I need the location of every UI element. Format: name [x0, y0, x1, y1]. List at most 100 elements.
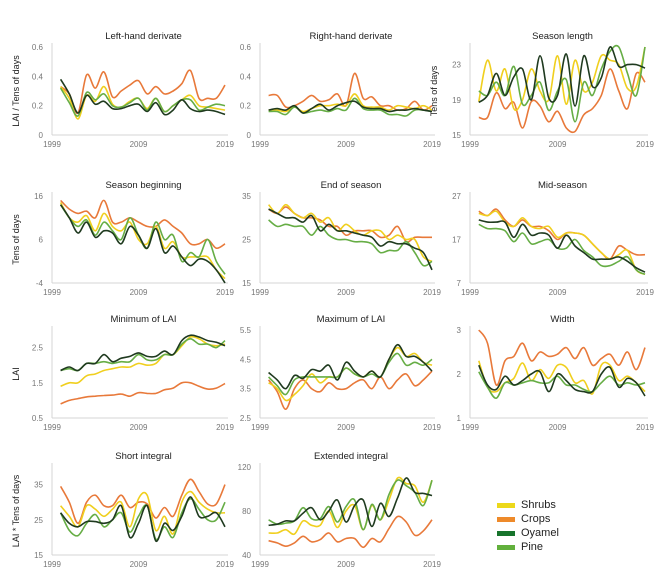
y-tick-label: 0.2 [32, 102, 44, 111]
x-tick-label: 1999 [43, 288, 61, 297]
x-tick-label: 2009 [130, 560, 148, 569]
x-tick-label: 1999 [251, 288, 269, 297]
x-tick-label: 2009 [549, 288, 567, 297]
legend-swatch [497, 516, 515, 522]
y-tick-label: 0.4 [32, 72, 44, 81]
chart-title: Width [550, 314, 574, 325]
x-tick-label: 2009 [549, 423, 567, 432]
chart-panel: Right-hand derivate 0 0.2 0.4 0.6 1999 2009 201… [240, 31, 442, 149]
legend-label: Shrubs [521, 499, 556, 511]
y-tick-label: 2.5 [240, 414, 252, 423]
series-line-oyamel [478, 219, 646, 273]
y-tick-label: 0.2 [240, 102, 252, 111]
chart-panel: Maximum of LAI 2.5 3.5 4.5 5.5 1999 2009 2019 [240, 314, 442, 432]
y-axis-label: LAI * Tens of days [11, 474, 21, 547]
y-axis-label: Tens of days [429, 65, 439, 116]
x-tick-label: 2019 [423, 288, 441, 297]
chart-title: Season length [532, 31, 593, 42]
series-line-oyamel [59, 496, 226, 542]
x-tick-label: 2009 [130, 423, 148, 432]
series-line-crops [59, 478, 226, 525]
y-tick-label: 19 [452, 96, 461, 105]
x-tick-label: 2019 [423, 423, 441, 432]
x-tick-label: 2009 [130, 140, 148, 149]
series-line-oyamel [268, 343, 433, 390]
chart-panel: Width 1 2 3 1999 2009 2019 [457, 314, 655, 432]
series-line-shrubs [60, 335, 226, 388]
y-tick-label: 15 [34, 551, 43, 560]
series-line-pine [268, 352, 433, 396]
x-tick-label: 1999 [461, 288, 479, 297]
series-line-crops [268, 515, 433, 549]
y-tick-label: 40 [242, 551, 251, 560]
y-tick-label: 2 [457, 370, 462, 379]
x-tick-label: 1999 [251, 140, 269, 149]
y-tick-label: 2.5 [32, 344, 44, 353]
x-tick-label: 2009 [130, 288, 148, 297]
x-tick-label: 1999 [43, 423, 61, 432]
y-tick-label: 4.5 [240, 355, 252, 364]
series-line-crops [478, 208, 646, 261]
chart-title: End of season [321, 180, 382, 191]
y-tick-label: 5.5 [240, 326, 252, 335]
series-line-pine [478, 371, 646, 399]
x-tick-label: 2019 [423, 560, 441, 569]
y-axis-label: Tens of days [11, 214, 21, 265]
y-tick-label: 25 [34, 516, 43, 525]
legend-label: Pine [521, 541, 544, 553]
y-tick-label: 23 [452, 61, 461, 70]
x-tick-label: 2009 [337, 288, 355, 297]
y-tick-label: 35 [34, 481, 43, 490]
y-tick-label: 0.4 [240, 72, 252, 81]
series-line-shrubs [59, 85, 226, 120]
series-line-oyamel [268, 208, 433, 271]
y-tick-label: 6 [39, 236, 44, 245]
chart-panel: End of season 15 25 35 1999 2009 2019 [242, 180, 441, 297]
series-line-shrubs [59, 202, 226, 280]
x-tick-label: 2019 [423, 140, 441, 149]
chart-panel: Mid-season 7 17 27 1999 2009 2019 [452, 180, 654, 297]
series-line-pine [478, 44, 646, 123]
chart-title: Minimum of LAI [111, 314, 177, 325]
x-tick-label: 1999 [461, 423, 479, 432]
x-tick-label: 1999 [461, 140, 479, 149]
y-tick-label: 15 [452, 131, 461, 140]
series-line-pine [59, 87, 226, 117]
series-line-oyamel [59, 78, 226, 116]
legend-item-pine: Pine [497, 540, 559, 554]
x-tick-label: 2019 [636, 140, 654, 149]
y-tick-label: 27 [452, 192, 461, 201]
x-tick-label: 2009 [337, 140, 355, 149]
legend-label: Crops [521, 513, 551, 525]
y-tick-label: 0.6 [240, 43, 252, 52]
series-line-shrubs [268, 476, 433, 536]
x-tick-label: 2019 [216, 140, 234, 149]
series-line-oyamel [478, 46, 646, 107]
chart-panel: Short integral 15 25 35 1999 2009 2019 LAI * Te… [11, 451, 234, 569]
chart-title: Short integral [115, 451, 172, 462]
y-tick-label: 0 [247, 131, 252, 140]
series-line-shrubs [478, 46, 646, 112]
series-line-pine [59, 497, 226, 541]
y-tick-label: 80 [242, 507, 251, 516]
series-line-oyamel [268, 477, 433, 528]
x-tick-label: 1999 [43, 140, 61, 149]
series-line-oyamel [59, 204, 226, 284]
chart-title: Right-hand derivate [310, 31, 393, 42]
y-tick-label: 35 [242, 192, 251, 201]
chart-panel: Season length 15 19 23 1999 2009 2019 Tens of d… [429, 31, 654, 149]
legend-swatch [497, 544, 515, 550]
y-axis-label: LAI [11, 367, 21, 381]
y-tick-label: 3 [457, 326, 462, 335]
y-tick-label: 1.5 [32, 379, 44, 388]
legend-swatch [497, 502, 515, 508]
x-tick-label: 2019 [636, 288, 654, 297]
legend: Shrubs Crops Oyamel Pine [497, 498, 559, 554]
y-tick-label: 0 [39, 131, 44, 140]
y-tick-label: 17 [452, 236, 461, 245]
chart-title: Season beginning [105, 180, 181, 191]
y-tick-label: 15 [242, 279, 251, 288]
x-tick-label: 2009 [337, 560, 355, 569]
y-tick-label: 1 [457, 414, 462, 423]
